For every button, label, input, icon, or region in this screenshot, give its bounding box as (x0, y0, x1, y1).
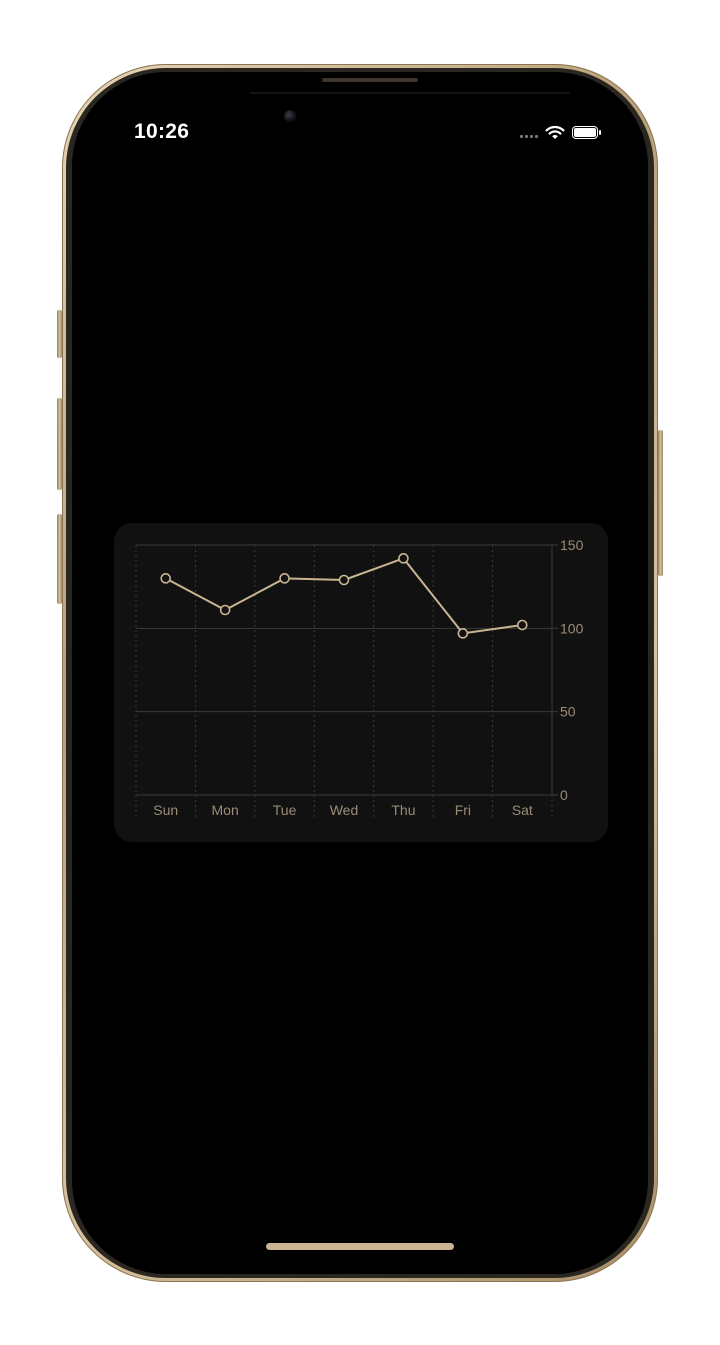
status-icons (520, 124, 601, 140)
volume-up-button (57, 398, 62, 490)
x-tick-label: Fri (455, 802, 471, 818)
data-point (457, 628, 469, 639)
y-tick-label: 0 (560, 787, 568, 803)
x-tick-label: Tue (273, 802, 297, 818)
x-tick-label: Sat (512, 802, 533, 818)
y-tick-label: 150 (560, 537, 584, 553)
volume-down-button (57, 514, 62, 604)
home-indicator[interactable] (266, 1243, 454, 1250)
screen: 10:26 150 100 50 0 Sun Mon Tue Wed Thu Fri Sat (72, 72, 648, 1274)
wifi-icon (545, 125, 565, 139)
data-point (279, 573, 290, 584)
power-button (658, 430, 663, 576)
x-tick-label: Sun (153, 802, 178, 818)
front-camera (284, 110, 296, 122)
status-time: 10:26 (134, 120, 190, 143)
earpiece (322, 78, 418, 82)
x-tick-label: Mon (212, 802, 239, 818)
y-tick-label: 50 (560, 704, 576, 720)
silent-switch (57, 310, 62, 358)
x-tick-label: Wed (330, 802, 359, 818)
battery-fill (574, 127, 596, 137)
y-tick-label: 100 (560, 620, 584, 636)
data-point (219, 604, 231, 616)
x-tick-label: Thu (391, 802, 415, 818)
chart-card: 150 100 50 0 Sun Mon Tue Wed Thu Fri Sat (114, 523, 608, 842)
battery-icon (572, 125, 601, 139)
data-point (516, 619, 528, 631)
cellular-dots-icon (520, 126, 538, 138)
data-point (160, 573, 172, 584)
data-point (338, 574, 350, 586)
line-chart: 150 100 50 0 Sun Mon Tue Wed Thu Fri Sat (135, 537, 584, 818)
series-line (165, 557, 523, 635)
sensor-housing (250, 92, 570, 94)
data-point (398, 553, 409, 564)
